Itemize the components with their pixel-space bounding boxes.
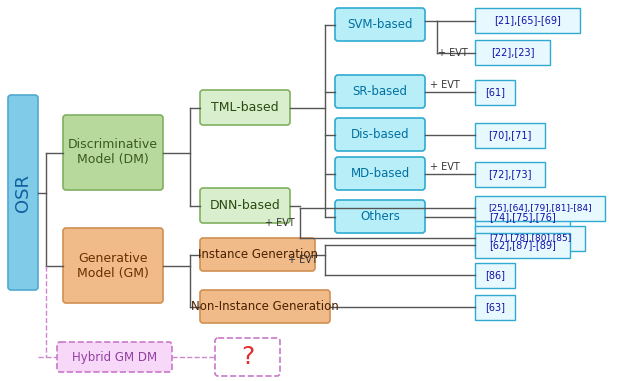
FancyBboxPatch shape xyxy=(475,205,570,229)
FancyBboxPatch shape xyxy=(475,40,550,65)
FancyBboxPatch shape xyxy=(335,200,425,233)
Text: Instance Generation: Instance Generation xyxy=(198,248,317,261)
FancyBboxPatch shape xyxy=(475,233,570,258)
FancyBboxPatch shape xyxy=(200,188,290,223)
Text: + EVT: + EVT xyxy=(438,48,468,58)
Text: TML-based: TML-based xyxy=(211,101,279,114)
FancyBboxPatch shape xyxy=(8,95,38,290)
FancyBboxPatch shape xyxy=(335,8,425,41)
Text: Hybrid GM DM: Hybrid GM DM xyxy=(72,351,157,363)
Text: [22],[23]: [22],[23] xyxy=(491,48,534,58)
Text: + EVT: + EVT xyxy=(288,255,318,265)
Text: [77],[78],[80],[85]: [77],[78],[80],[85] xyxy=(489,234,571,243)
Text: SVM-based: SVM-based xyxy=(348,18,413,31)
Text: [86]: [86] xyxy=(485,271,505,280)
Text: + EVT: + EVT xyxy=(430,80,460,90)
FancyBboxPatch shape xyxy=(475,263,515,288)
Text: [21],[65]-[69]: [21],[65]-[69] xyxy=(494,16,561,26)
FancyBboxPatch shape xyxy=(475,80,515,104)
FancyBboxPatch shape xyxy=(335,118,425,151)
FancyBboxPatch shape xyxy=(200,290,330,323)
Text: Generative
Model (GM): Generative Model (GM) xyxy=(77,251,149,280)
FancyBboxPatch shape xyxy=(475,162,545,187)
FancyBboxPatch shape xyxy=(200,90,290,125)
Text: MD-based: MD-based xyxy=(350,167,410,180)
Text: [72],[73]: [72],[73] xyxy=(488,169,532,179)
Text: [74],[75],[76]: [74],[75],[76] xyxy=(489,212,556,222)
FancyBboxPatch shape xyxy=(63,228,163,303)
Text: SR-based: SR-based xyxy=(353,85,408,98)
Text: [25],[64],[79],[81]-[84]: [25],[64],[79],[81]-[84] xyxy=(488,204,592,213)
FancyBboxPatch shape xyxy=(475,196,605,221)
FancyBboxPatch shape xyxy=(335,75,425,108)
Text: + EVT: + EVT xyxy=(265,218,295,228)
FancyBboxPatch shape xyxy=(215,338,280,376)
FancyBboxPatch shape xyxy=(63,115,163,190)
FancyBboxPatch shape xyxy=(475,226,585,251)
FancyBboxPatch shape xyxy=(335,157,425,190)
Text: [61]: [61] xyxy=(485,87,505,97)
Text: Dis-based: Dis-based xyxy=(351,128,410,141)
Text: + EVT: + EVT xyxy=(430,162,460,171)
Text: OSR: OSR xyxy=(14,173,32,211)
Text: DNN-based: DNN-based xyxy=(210,199,280,212)
Text: [62],[87]-[89]: [62],[87]-[89] xyxy=(489,240,556,250)
FancyBboxPatch shape xyxy=(200,238,315,271)
Text: ?: ? xyxy=(241,345,254,369)
Text: [63]: [63] xyxy=(485,303,505,312)
Text: Non-Instance Generation: Non-Instance Generation xyxy=(191,300,339,313)
FancyBboxPatch shape xyxy=(475,295,515,320)
Text: Discriminative
Model (DM): Discriminative Model (DM) xyxy=(68,139,158,166)
FancyBboxPatch shape xyxy=(475,123,545,147)
FancyBboxPatch shape xyxy=(475,8,580,33)
FancyBboxPatch shape xyxy=(57,342,172,372)
Text: [70],[71]: [70],[71] xyxy=(488,130,532,140)
Text: Others: Others xyxy=(360,210,400,223)
